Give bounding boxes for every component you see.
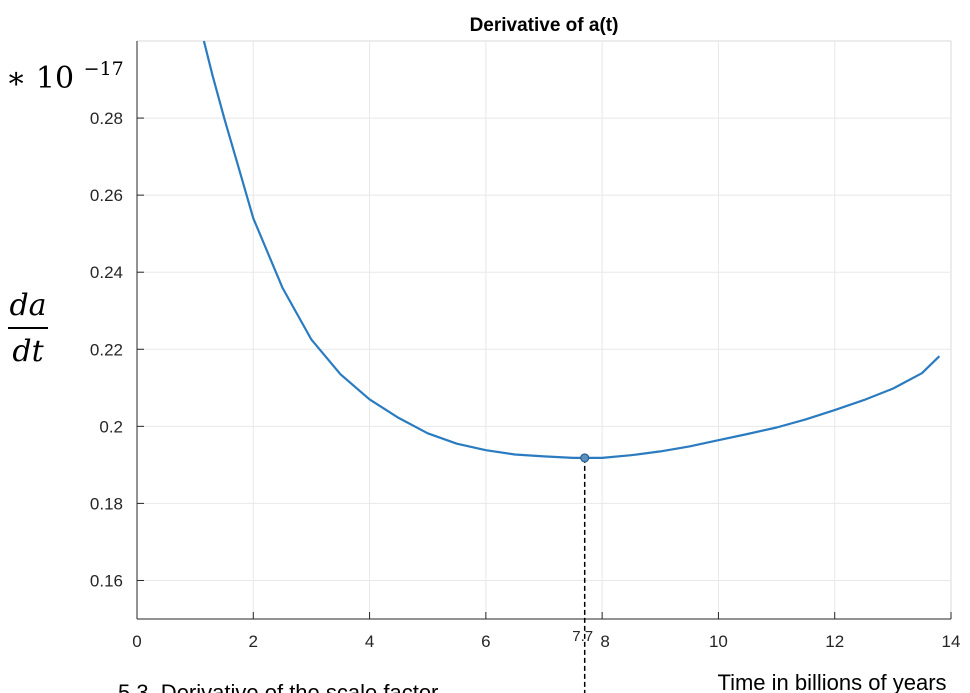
y-tick-label: 0.2 — [99, 417, 123, 436]
x-axis-label: Time in billions of years — [717, 670, 946, 693]
y-tick-label: 0.26 — [90, 186, 123, 205]
scale-exponent: −17 — [84, 58, 124, 80]
x-tick-label: 12 — [825, 632, 844, 651]
y-tick-label: 0.22 — [90, 340, 123, 359]
x-tick-label: 8 — [600, 632, 609, 651]
marker-group: 7.7 8 — [572, 453, 610, 693]
y-tick-label: 0.18 — [90, 494, 123, 513]
scale-multiplier: ∗ 10 −17 — [6, 58, 124, 96]
chart-title: Derivative of a(t) — [470, 15, 619, 36]
x-tick-label: 4 — [365, 632, 374, 651]
minimum-label: 7.7 — [572, 628, 593, 645]
ylabel-denominator: dt — [12, 334, 44, 369]
ylabel-numerator: da — [9, 288, 46, 323]
x-tick-label: 14 — [942, 632, 961, 651]
series-group — [202, 40, 941, 459]
y-tick-label: 0.24 — [90, 263, 123, 282]
x-tick-label: 10 — [709, 632, 728, 651]
minimum-point — [580, 453, 590, 463]
x-tick-label: 0 — [132, 632, 141, 651]
x-tick-label: 6 — [481, 632, 490, 651]
y-tick-label: 0.28 — [90, 109, 123, 128]
scale-base: ∗ 10 — [6, 61, 74, 96]
figure-caption: 5.3. Derivative of the scale factor — [118, 680, 438, 693]
plot-area — [136, 40, 952, 620]
grid — [137, 41, 951, 619]
series-line — [202, 40, 941, 459]
axes: 0 2 4 6 10 12 14 0.16 0.18 0.2 0.22 0.24 0.26 0.28 — [90, 41, 961, 651]
x-tick-label: 2 — [249, 632, 258, 651]
y-tick-label: 0.16 — [90, 571, 123, 590]
